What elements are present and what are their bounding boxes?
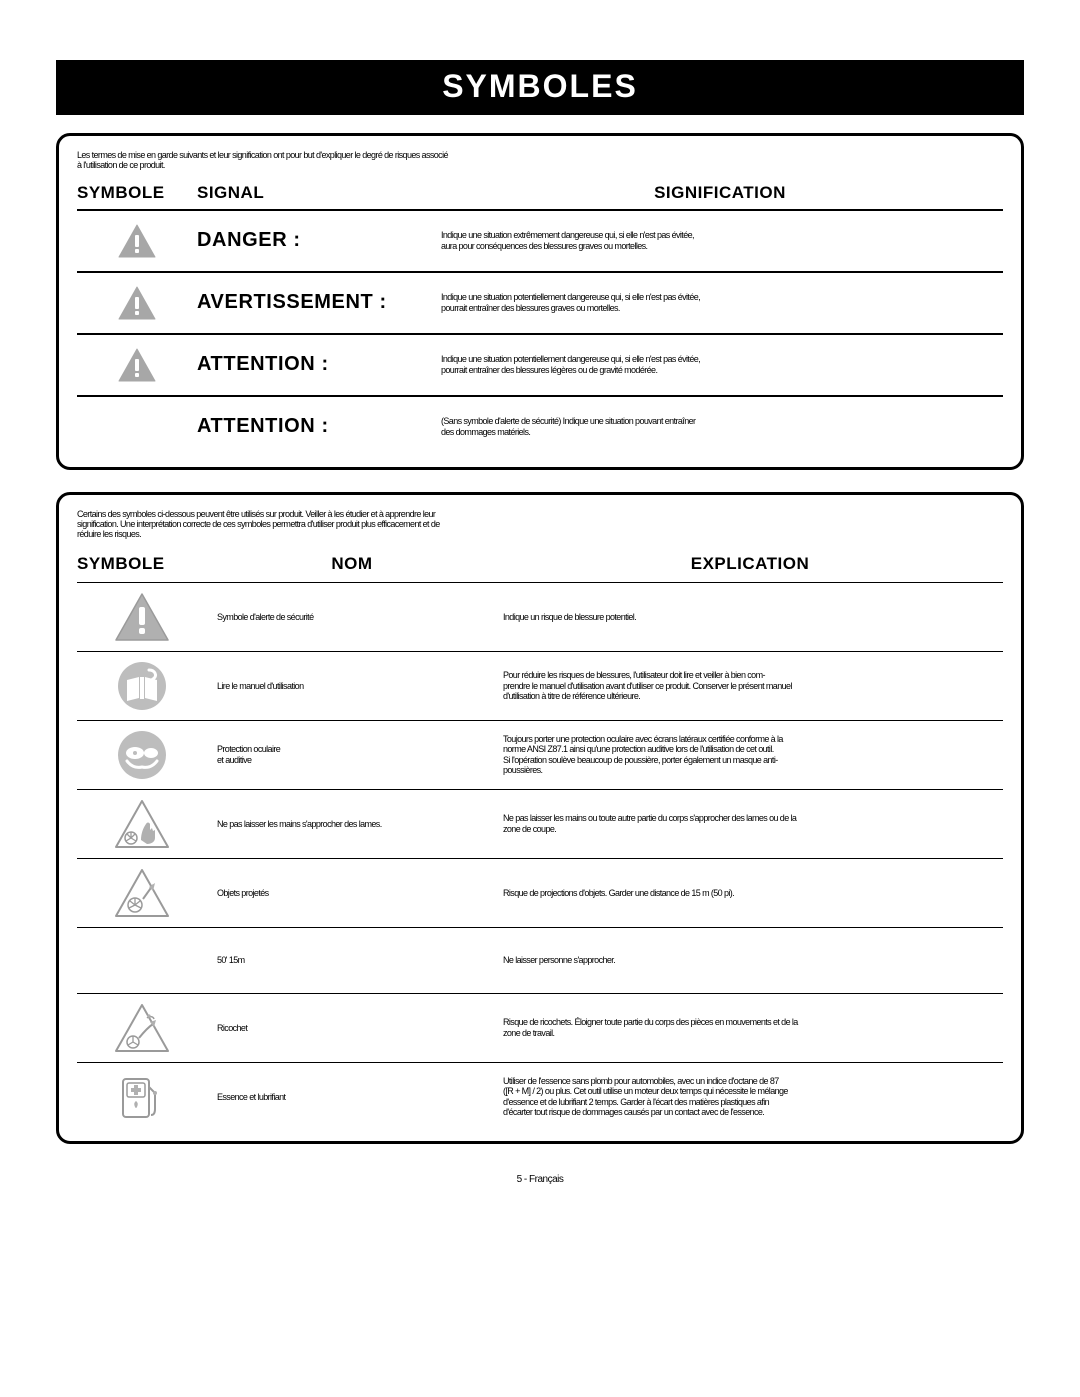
- alert-triangle-icon: [117, 285, 157, 321]
- signal-row-symbol-cell: [77, 347, 197, 383]
- symbol-row-icon-cell: [77, 798, 207, 850]
- signal-row-signal: AVERTISSEMENT :: [197, 291, 437, 314]
- signal-row-symbol-cell: [77, 285, 197, 321]
- symbol-row-icon-cell: [77, 591, 207, 643]
- symbol-row-icon-cell: [77, 729, 207, 781]
- symbol-row-nom: Ricochet: [207, 1023, 497, 1033]
- symbol-row: RicochetRisque de ricochets. Éloigner to…: [77, 993, 1003, 1062]
- symbol-row-explication: Risque de projections d'objets. Garder u…: [497, 888, 1003, 898]
- symbol-row-nom: Essence et lubrifiant: [207, 1092, 497, 1102]
- symbols-panel: Certains des symboles ci-dessous peuvent…: [56, 492, 1024, 1144]
- symbol-row: Protection oculaireet auditiveToujours p…: [77, 720, 1003, 789]
- symbol-row-explication: Ne pas laisser les mains ou toute autre …: [497, 813, 1003, 834]
- signal-words-panel: Les termes de mise en garde suivants et …: [56, 133, 1024, 470]
- hand-icon: [113, 798, 171, 850]
- ricochet-icon: [113, 1002, 171, 1054]
- symbol-row-nom: Ne pas laisser les mains s'approcher des…: [207, 819, 497, 829]
- symbol-row-explication: Pour réduire les risques de blessures, l…: [497, 670, 1003, 701]
- symbol-row-explication: Utiliser de l'essence sans plomb pour au…: [497, 1076, 1003, 1117]
- panel2-head-explication: EXPLICATION: [497, 554, 1003, 574]
- symbol-row-nom: 50' 15m: [207, 955, 497, 965]
- panel2-head-nom: NOM: [207, 554, 497, 574]
- symbol-row-nom: Symbole d'alerte de sécurité: [207, 612, 497, 622]
- signal-row-meaning: Indique une situation potentiellement da…: [437, 292, 1003, 313]
- signal-row-signal: DANGER :: [197, 229, 437, 252]
- symbol-row: Symbole d'alerte de sécuritéIndique un r…: [77, 582, 1003, 651]
- panel2-intro-line3: réduire les risques.: [77, 529, 141, 539]
- panel2-header-row: SYMBOLE NOM EXPLICATION: [77, 550, 1003, 582]
- signal-row-meaning: (Sans symbole d'alerte de sécurité) Indi…: [437, 416, 1003, 437]
- symbol-row-icon-cell: [77, 867, 207, 919]
- panel1-intro: Les termes de mise en garde suivants et …: [77, 150, 1003, 171]
- fuel-icon: [113, 1071, 171, 1123]
- page: SYMBOLES Les termes de mise en garde sui…: [0, 0, 1080, 1225]
- symbol-row: Essence et lubrifiantUtiliser de l'essen…: [77, 1062, 1003, 1131]
- alert-triangle-icon: [117, 223, 157, 259]
- symbol-row: Objets projetésRisque de projections d'o…: [77, 858, 1003, 927]
- symbol-row-explication: Toujours porter une protection oculaire …: [497, 734, 1003, 775]
- eyeear-icon: [113, 729, 171, 781]
- signal-row: ATTENTION :(Sans symbole d'alerte de séc…: [77, 395, 1003, 457]
- symbol-row: Lire le manuel d'utilisationPour réduire…: [77, 651, 1003, 720]
- signal-row-symbol-cell: [77, 223, 197, 259]
- symbol-row-explication: Indique un risque de blessure potentiel.: [497, 612, 1003, 622]
- panel1-header-row: SYMBOLE SIGNAL SIGNIFICATION: [77, 181, 1003, 209]
- panel1-intro-line1: Les termes de mise en garde suivants et …: [77, 150, 448, 160]
- symbol-row-explication: Ne laisser personne s'approcher.: [497, 955, 1003, 965]
- manual-icon: [113, 660, 171, 712]
- signal-row-meaning: Indique une situation potentiellement da…: [437, 354, 1003, 375]
- symbol-row-icon-cell: [77, 1002, 207, 1054]
- panel1-intro-line2: à l'utilisation de ce produit.: [77, 160, 165, 170]
- panel2-intro: Certains des symboles ci-dessous peuvent…: [77, 509, 1003, 540]
- symbol-row-nom: Protection oculaireet auditive: [207, 744, 497, 765]
- panel2-head-symbol: SYMBOLE: [77, 554, 207, 574]
- signal-row: ATTENTION :Indique une situation potenti…: [77, 333, 1003, 395]
- signal-row: DANGER :Indique une situation extrêmemen…: [77, 209, 1003, 271]
- symbol-row-nom: Lire le manuel d'utilisation: [207, 681, 497, 691]
- panel2-intro-line2: signification. Une interprétation correc…: [77, 519, 440, 529]
- symbol-row: 50' 15mNe laisser personne s'approcher.: [77, 927, 1003, 993]
- signal-row-signal: ATTENTION :: [197, 415, 437, 438]
- alert-icon: [113, 591, 171, 643]
- panel1-head-signification: SIGNIFICATION: [437, 183, 1003, 203]
- signal-row: AVERTISSEMENT :Indique une situation pot…: [77, 271, 1003, 333]
- panel2-intro-line1: Certains des symboles ci-dessous peuvent…: [77, 509, 435, 519]
- symbol-row-icon-cell: [77, 1071, 207, 1123]
- symbol-row-nom: Objets projetés: [207, 888, 497, 898]
- panel1-head-symbol: SYMBOLE: [77, 183, 197, 203]
- alert-triangle-icon: [117, 347, 157, 383]
- signal-row-signal: ATTENTION :: [197, 353, 437, 376]
- page-title: SYMBOLES: [56, 60, 1024, 115]
- objects-icon: [113, 867, 171, 919]
- symbol-row-icon-cell: [77, 660, 207, 712]
- panel1-head-signal: SIGNAL: [197, 183, 437, 203]
- symbol-row-explication: Risque de ricochets. Éloigner toute part…: [497, 1017, 1003, 1038]
- symbol-row: Ne pas laisser les mains s'approcher des…: [77, 789, 1003, 858]
- signal-row-meaning: Indique une situation extrêmement danger…: [437, 230, 1003, 251]
- page-number: 5 - Français: [56, 1174, 1024, 1185]
